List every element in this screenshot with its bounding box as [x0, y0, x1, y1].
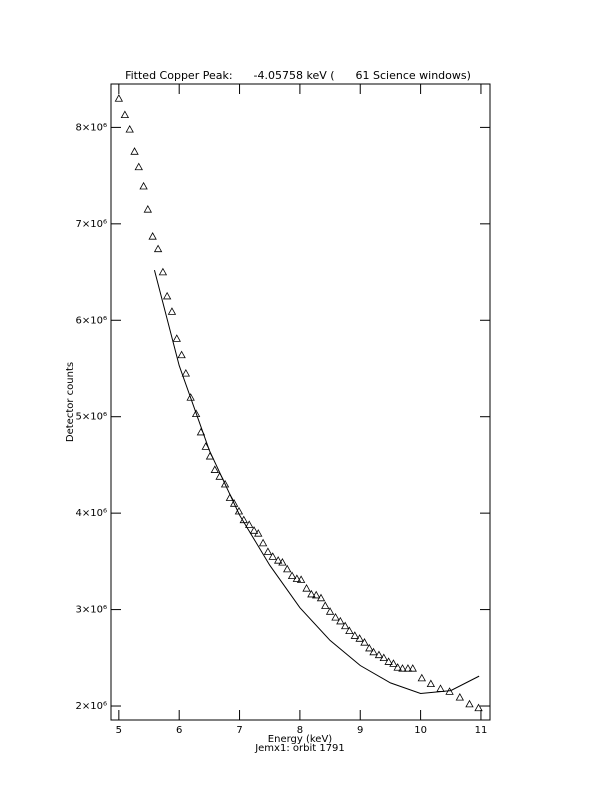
- data-point: [125, 125, 134, 133]
- data-point: [245, 520, 254, 528]
- y-tick-label: 6×10⁶: [76, 315, 107, 326]
- data-point: [220, 479, 230, 488]
- y-tick-label: 8×10⁶: [76, 122, 107, 133]
- data-point: [210, 465, 219, 473]
- data-point: [331, 612, 340, 621]
- data-point: [249, 526, 259, 534]
- data-point: [465, 699, 474, 708]
- data-point: [360, 638, 369, 646]
- data-point: [374, 650, 384, 659]
- subtitle: Jemx1: orbit 1791: [254, 743, 345, 754]
- x-tick-label: 11: [475, 725, 488, 736]
- data-point: [287, 571, 297, 580]
- data-point: [455, 693, 465, 701]
- data-point: [181, 368, 191, 377]
- data-point: [350, 631, 359, 639]
- data-point: [292, 574, 302, 582]
- data-point: [345, 626, 354, 634]
- data-point: [417, 673, 426, 682]
- data-point: [263, 547, 273, 555]
- data-point: [365, 643, 374, 652]
- data-point: [379, 653, 388, 661]
- data-point: [340, 621, 350, 630]
- x-tick-label: 10: [414, 725, 427, 736]
- x-tick-label: 8: [297, 725, 303, 736]
- data-point: [278, 558, 287, 566]
- data-point: [254, 529, 263, 537]
- data-point: [426, 679, 436, 688]
- x-axis-label: Energy (keV): [268, 734, 333, 745]
- data-point: [283, 564, 292, 573]
- data-point: [153, 244, 163, 253]
- data-point: [268, 552, 277, 560]
- data-point: [114, 94, 124, 102]
- data-point: [186, 393, 195, 401]
- data-point: [296, 575, 306, 583]
- data-point: [302, 584, 311, 592]
- data-point: [369, 647, 378, 656]
- y-axis-label: Detector counts: [65, 362, 76, 442]
- data-point: [130, 147, 139, 155]
- data-point: [321, 601, 330, 609]
- data-point: [389, 659, 398, 667]
- y-tick-label: 3×10⁶: [76, 605, 107, 616]
- y-tick-label: 2×10⁶: [76, 701, 107, 712]
- x-tick-label: 6: [176, 725, 182, 736]
- data-point: [120, 110, 130, 119]
- data-point: [191, 409, 201, 418]
- data-point: [229, 499, 239, 507]
- data-point: [273, 556, 283, 564]
- data-point: [316, 593, 326, 602]
- data-point: [258, 538, 268, 547]
- data-point: [307, 589, 316, 598]
- x-tick-label: 5: [116, 725, 122, 736]
- data-point: [398, 664, 407, 672]
- data-point: [158, 267, 168, 276]
- data-point: [336, 616, 345, 625]
- data-point: [148, 232, 157, 240]
- data-point: [393, 663, 402, 671]
- fit-line: [153, 269, 480, 694]
- data-point: [143, 205, 152, 213]
- data-point: [172, 334, 181, 342]
- data-point: [162, 291, 172, 300]
- data-point: [167, 307, 177, 315]
- data-point: [134, 162, 143, 171]
- y-tick-label: 7×10⁶: [76, 219, 107, 230]
- data-point: [177, 350, 186, 359]
- data-point: [403, 664, 413, 672]
- data-point: [312, 590, 321, 599]
- data-point: [139, 181, 148, 190]
- plot-frame: [110, 83, 491, 721]
- data-point: [384, 657, 393, 665]
- y-tick-label: 5×10⁶: [76, 412, 107, 423]
- y-tick-label: 4×10⁶: [76, 508, 107, 519]
- chart-title: Fitted Copper Peak: -4.05758 keV ( 61 Sc…: [125, 69, 471, 82]
- data-point: [325, 607, 335, 615]
- x-tick-label: 9: [357, 725, 363, 736]
- data-point: [474, 703, 483, 712]
- x-tick-label: 7: [236, 725, 242, 736]
- data-point: [355, 634, 364, 642]
- data-point: [408, 664, 417, 672]
